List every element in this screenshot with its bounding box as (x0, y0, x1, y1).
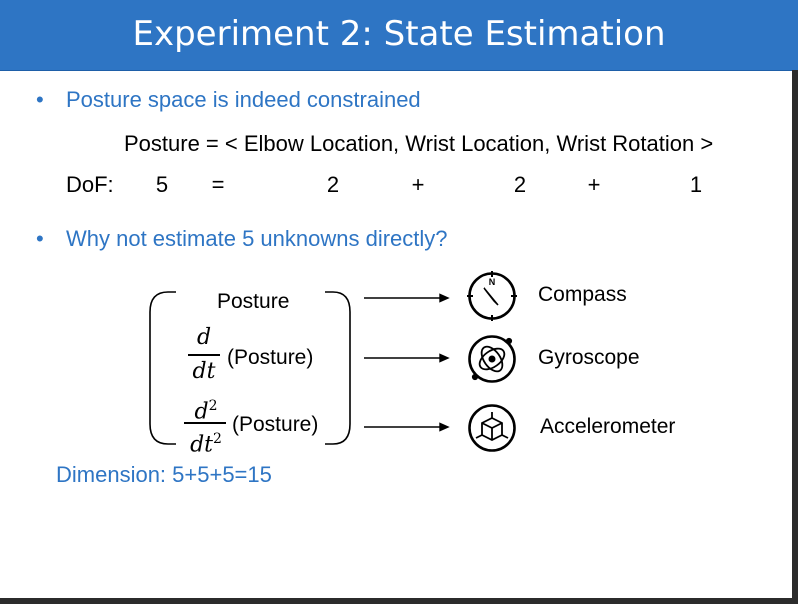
row-posture-term: Posture (217, 290, 290, 313)
row-velocity-term: (Posture) (227, 346, 314, 369)
bullet-marker: • (36, 226, 44, 251)
first-derivative-denominator: dt (192, 359, 216, 384)
compass-icon: N (467, 271, 517, 321)
bullet-2-text: Why not estimate 5 unknowns directly? (66, 226, 448, 251)
accelerometer-label: Accelerometer (540, 415, 676, 438)
second-derivative-fraction-bar (184, 422, 226, 424)
slide-title: Experiment 2: State Estimation (132, 14, 666, 54)
dof-equals: = (211, 172, 225, 197)
dof-wrist-location: 2 (513, 172, 527, 197)
bullet-marker: • (36, 87, 44, 112)
posture-equation: Posture = < Elbow Location, Wrist Locati… (124, 131, 714, 156)
window-edge-right (792, 70, 798, 604)
dof-plus-1: + (411, 172, 425, 197)
second-derivative-numerator: d2 (194, 398, 218, 425)
left-bracket (149, 291, 176, 445)
dof-label: DoF: (66, 172, 114, 197)
arrow-to-accelerometer (364, 422, 450, 432)
accelerometer-icon (468, 404, 516, 452)
title-bar: Experiment 2: State Estimation (0, 0, 798, 71)
dimension-text: Dimension: 5+5+5=15 (56, 462, 272, 487)
dof-total: 5 (155, 172, 169, 197)
arrow-to-compass (364, 293, 450, 303)
dof-plus-2: + (587, 172, 601, 197)
right-bracket (325, 291, 351, 445)
compass-label: Compass (538, 283, 627, 306)
first-derivative-fraction-bar (188, 354, 220, 356)
second-derivative-denominator: dt2 (190, 431, 222, 458)
gyroscope-label: Gyroscope (538, 346, 640, 369)
svg-text:N: N (489, 277, 496, 287)
gyroscope-icon (468, 335, 516, 383)
arrow-to-gyroscope (364, 353, 450, 363)
row-acceleration-term: (Posture) (232, 413, 319, 436)
window-edge-bottom (0, 598, 798, 604)
dof-wrist-rotation: 1 (689, 172, 703, 197)
bullet-1-text: Posture space is indeed constrained (66, 87, 421, 112)
dof-elbow: 2 (326, 172, 340, 197)
first-derivative-numerator: d (196, 325, 212, 350)
